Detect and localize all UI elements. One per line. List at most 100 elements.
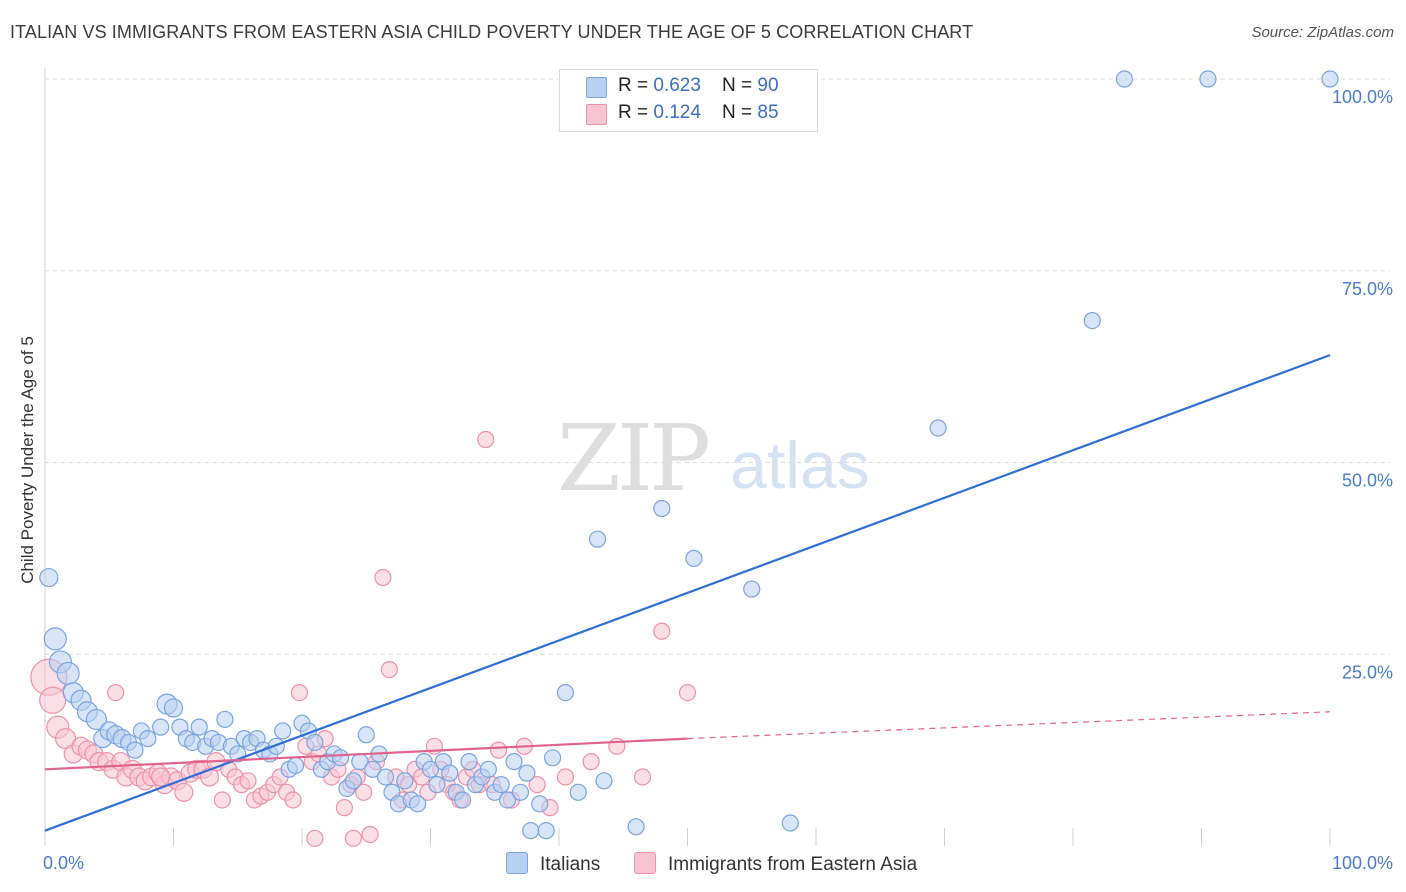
- italians-trend-line: [44, 354, 1331, 832]
- watermark-atlas: atlas: [730, 428, 869, 502]
- immigrants-point: [174, 782, 194, 802]
- immigrants-point: [361, 825, 379, 844]
- italians-point: [286, 756, 305, 775]
- italians-point: [421, 760, 440, 778]
- n-value: 90: [757, 75, 779, 96]
- italians-point: [43, 627, 67, 651]
- immigrants-trend-line-dashed: [687, 711, 1331, 740]
- legend-item-italians: Italians: [506, 852, 600, 876]
- source-note: Source: ZipAtlas.com: [1251, 24, 1394, 41]
- immigrants-point: [355, 783, 373, 801]
- italians-point: [152, 718, 170, 736]
- immigrants-point: [151, 767, 171, 787]
- italians-point: [1321, 70, 1339, 88]
- legend-item-immigrants: Immigrants from Eastern Asia: [634, 852, 917, 876]
- legend-label-italians: Italians: [540, 854, 601, 875]
- y-tick-label: 25.0%: [1342, 662, 1393, 682]
- italians-point: [126, 741, 144, 759]
- immigrants-point: [653, 622, 671, 640]
- italians-point: [267, 737, 285, 755]
- italians-point: [56, 661, 80, 686]
- r-label: R =: [618, 75, 654, 96]
- italians-point: [588, 530, 607, 548]
- immigrants-point: [213, 791, 231, 809]
- italians-point: [344, 772, 362, 790]
- italians-point: [85, 708, 108, 731]
- italians-point: [39, 567, 59, 588]
- italians-point: [595, 772, 613, 790]
- legend-label-immigrants: Immigrants from Eastern Asia: [668, 854, 918, 875]
- y-tick-label: 50.0%: [1342, 471, 1393, 491]
- immigrants-point: [633, 768, 652, 786]
- immigrants-point: [335, 799, 354, 817]
- italians-point: [569, 783, 587, 801]
- r-label: R =: [618, 102, 654, 123]
- italians-point: [929, 419, 947, 437]
- italians-point: [743, 580, 761, 598]
- italians-point: [454, 791, 472, 809]
- r-value: 0.124: [653, 102, 701, 123]
- italians-point: [492, 776, 510, 794]
- chart-title: ITALIAN VS IMMIGRANTS FROM EASTERN ASIA …: [10, 22, 974, 42]
- italians-point: [428, 776, 446, 794]
- immigrants-point: [374, 568, 392, 587]
- italians-point: [306, 733, 324, 752]
- italians-point: [190, 718, 208, 736]
- immigrants-point: [490, 741, 508, 759]
- immigrants-point: [39, 686, 67, 714]
- italians-point: [518, 764, 536, 782]
- immigrants-point: [284, 791, 302, 809]
- legend-swatch-blue: [586, 77, 607, 98]
- italians-point: [331, 749, 350, 767]
- italians-point: [653, 499, 671, 518]
- italians-point: [139, 730, 157, 748]
- immigrants-point: [528, 776, 546, 794]
- immigrants-point: [556, 768, 575, 786]
- legend-swatch-blue: [506, 852, 528, 874]
- immigrants-point: [477, 430, 495, 449]
- correlation-legend: R = 0.623 N = 90 R = 0.124 N = 85: [559, 69, 818, 132]
- legend-swatch-pink: [634, 852, 656, 874]
- italians-point: [543, 749, 562, 767]
- immigrants-trend-line: [44, 737, 688, 771]
- n-value: 85: [757, 102, 779, 123]
- italians-point: [409, 795, 427, 813]
- italians-point: [163, 698, 184, 718]
- italians-point: [1199, 70, 1217, 88]
- immigrants-point: [290, 683, 309, 702]
- italians-point: [357, 726, 375, 744]
- r-value: 0.623: [653, 75, 701, 96]
- immigrants-point: [306, 829, 324, 847]
- italians-point: [531, 795, 549, 813]
- italians-point: [396, 772, 414, 790]
- italians-point: [441, 764, 459, 782]
- italians-point: [627, 818, 645, 836]
- italians-point: [364, 760, 382, 778]
- italians-point: [499, 791, 517, 809]
- y-tick-label: 100.0%: [1332, 87, 1393, 107]
- italians-point: [376, 768, 395, 786]
- watermark-zip: ZIP: [557, 405, 708, 512]
- immigrants-point: [344, 829, 362, 847]
- immigrants-point: [380, 660, 398, 679]
- n-label: N =: [722, 75, 758, 96]
- italians-point: [479, 760, 497, 778]
- legend-swatch-pink: [586, 104, 607, 125]
- italians-point: [1115, 70, 1134, 88]
- italians-point: [522, 822, 540, 840]
- italians-point: [556, 683, 575, 702]
- immigrants-point: [107, 683, 125, 702]
- immigrants-point: [239, 772, 257, 790]
- y-tick-label: 75.0%: [1342, 279, 1393, 299]
- immigrants-point: [582, 753, 600, 771]
- n-label: N =: [722, 102, 758, 123]
- italians-point: [274, 722, 292, 740]
- italians-point: [216, 710, 234, 729]
- immigrants-point: [678, 683, 697, 702]
- italians-point: [685, 549, 703, 567]
- italians-point: [460, 753, 478, 771]
- italians-point: [511, 783, 530, 801]
- x-tick-label: 100.0%: [1332, 853, 1393, 873]
- x-tick-label: 0.0%: [43, 853, 84, 873]
